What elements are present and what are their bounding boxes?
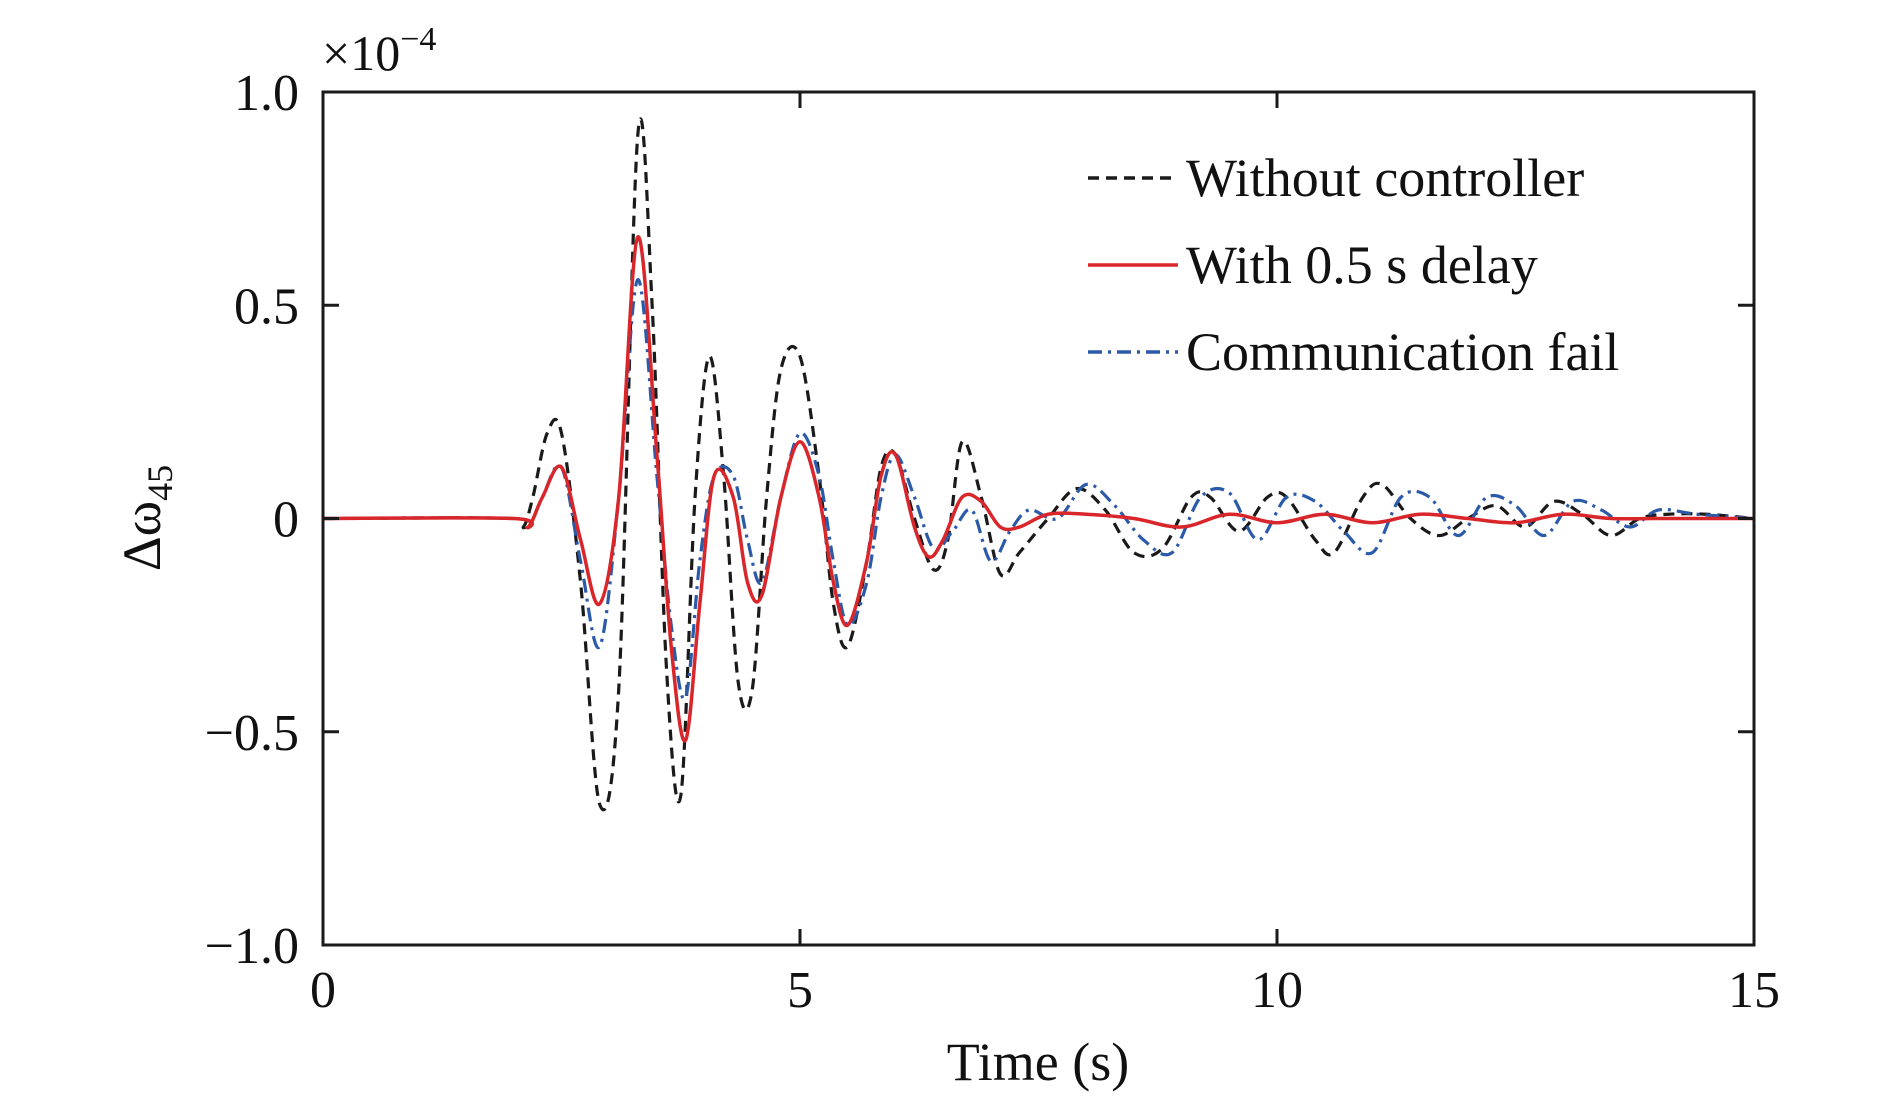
y-tick-label: −1.0 [205,918,299,975]
y-multiplier-exponent: −4 [400,21,436,58]
x-tick-label: 0 [310,962,336,1019]
series-line-without-controller [323,117,1754,812]
x-tick-label: 15 [1728,962,1780,1019]
x-tick-label: 10 [1251,962,1303,1019]
y-axis-label: Δω45 [112,465,180,571]
series-layer [323,117,1754,812]
y-tick-label: 0 [273,492,299,549]
y-multiplier: ×10−4 [322,21,436,81]
x-tick-label: 5 [787,962,813,1019]
legend: Without controller With 0.5 s delay Commun… [1088,148,1619,382]
x-ticks: 0 5 10 15 [310,92,1780,1019]
legend-label: Without controller [1186,148,1584,208]
y-ticks: −1.0 −0.5 0 0.5 1.0 [205,65,1754,975]
series-line-communication-fail [323,278,1754,701]
series-line-with-0-5-s-delay [323,235,1754,743]
y-tick-label: 0.5 [234,278,299,335]
y-tick-label: 1.0 [234,65,299,122]
y-tick-label: −0.5 [205,705,299,762]
legend-label: Communication fail [1186,322,1619,382]
y-axis-label-subscript: 45 [140,465,180,501]
legend-label: With 0.5 s delay [1186,235,1538,295]
x-axis-label: Time (s) [947,1032,1130,1092]
